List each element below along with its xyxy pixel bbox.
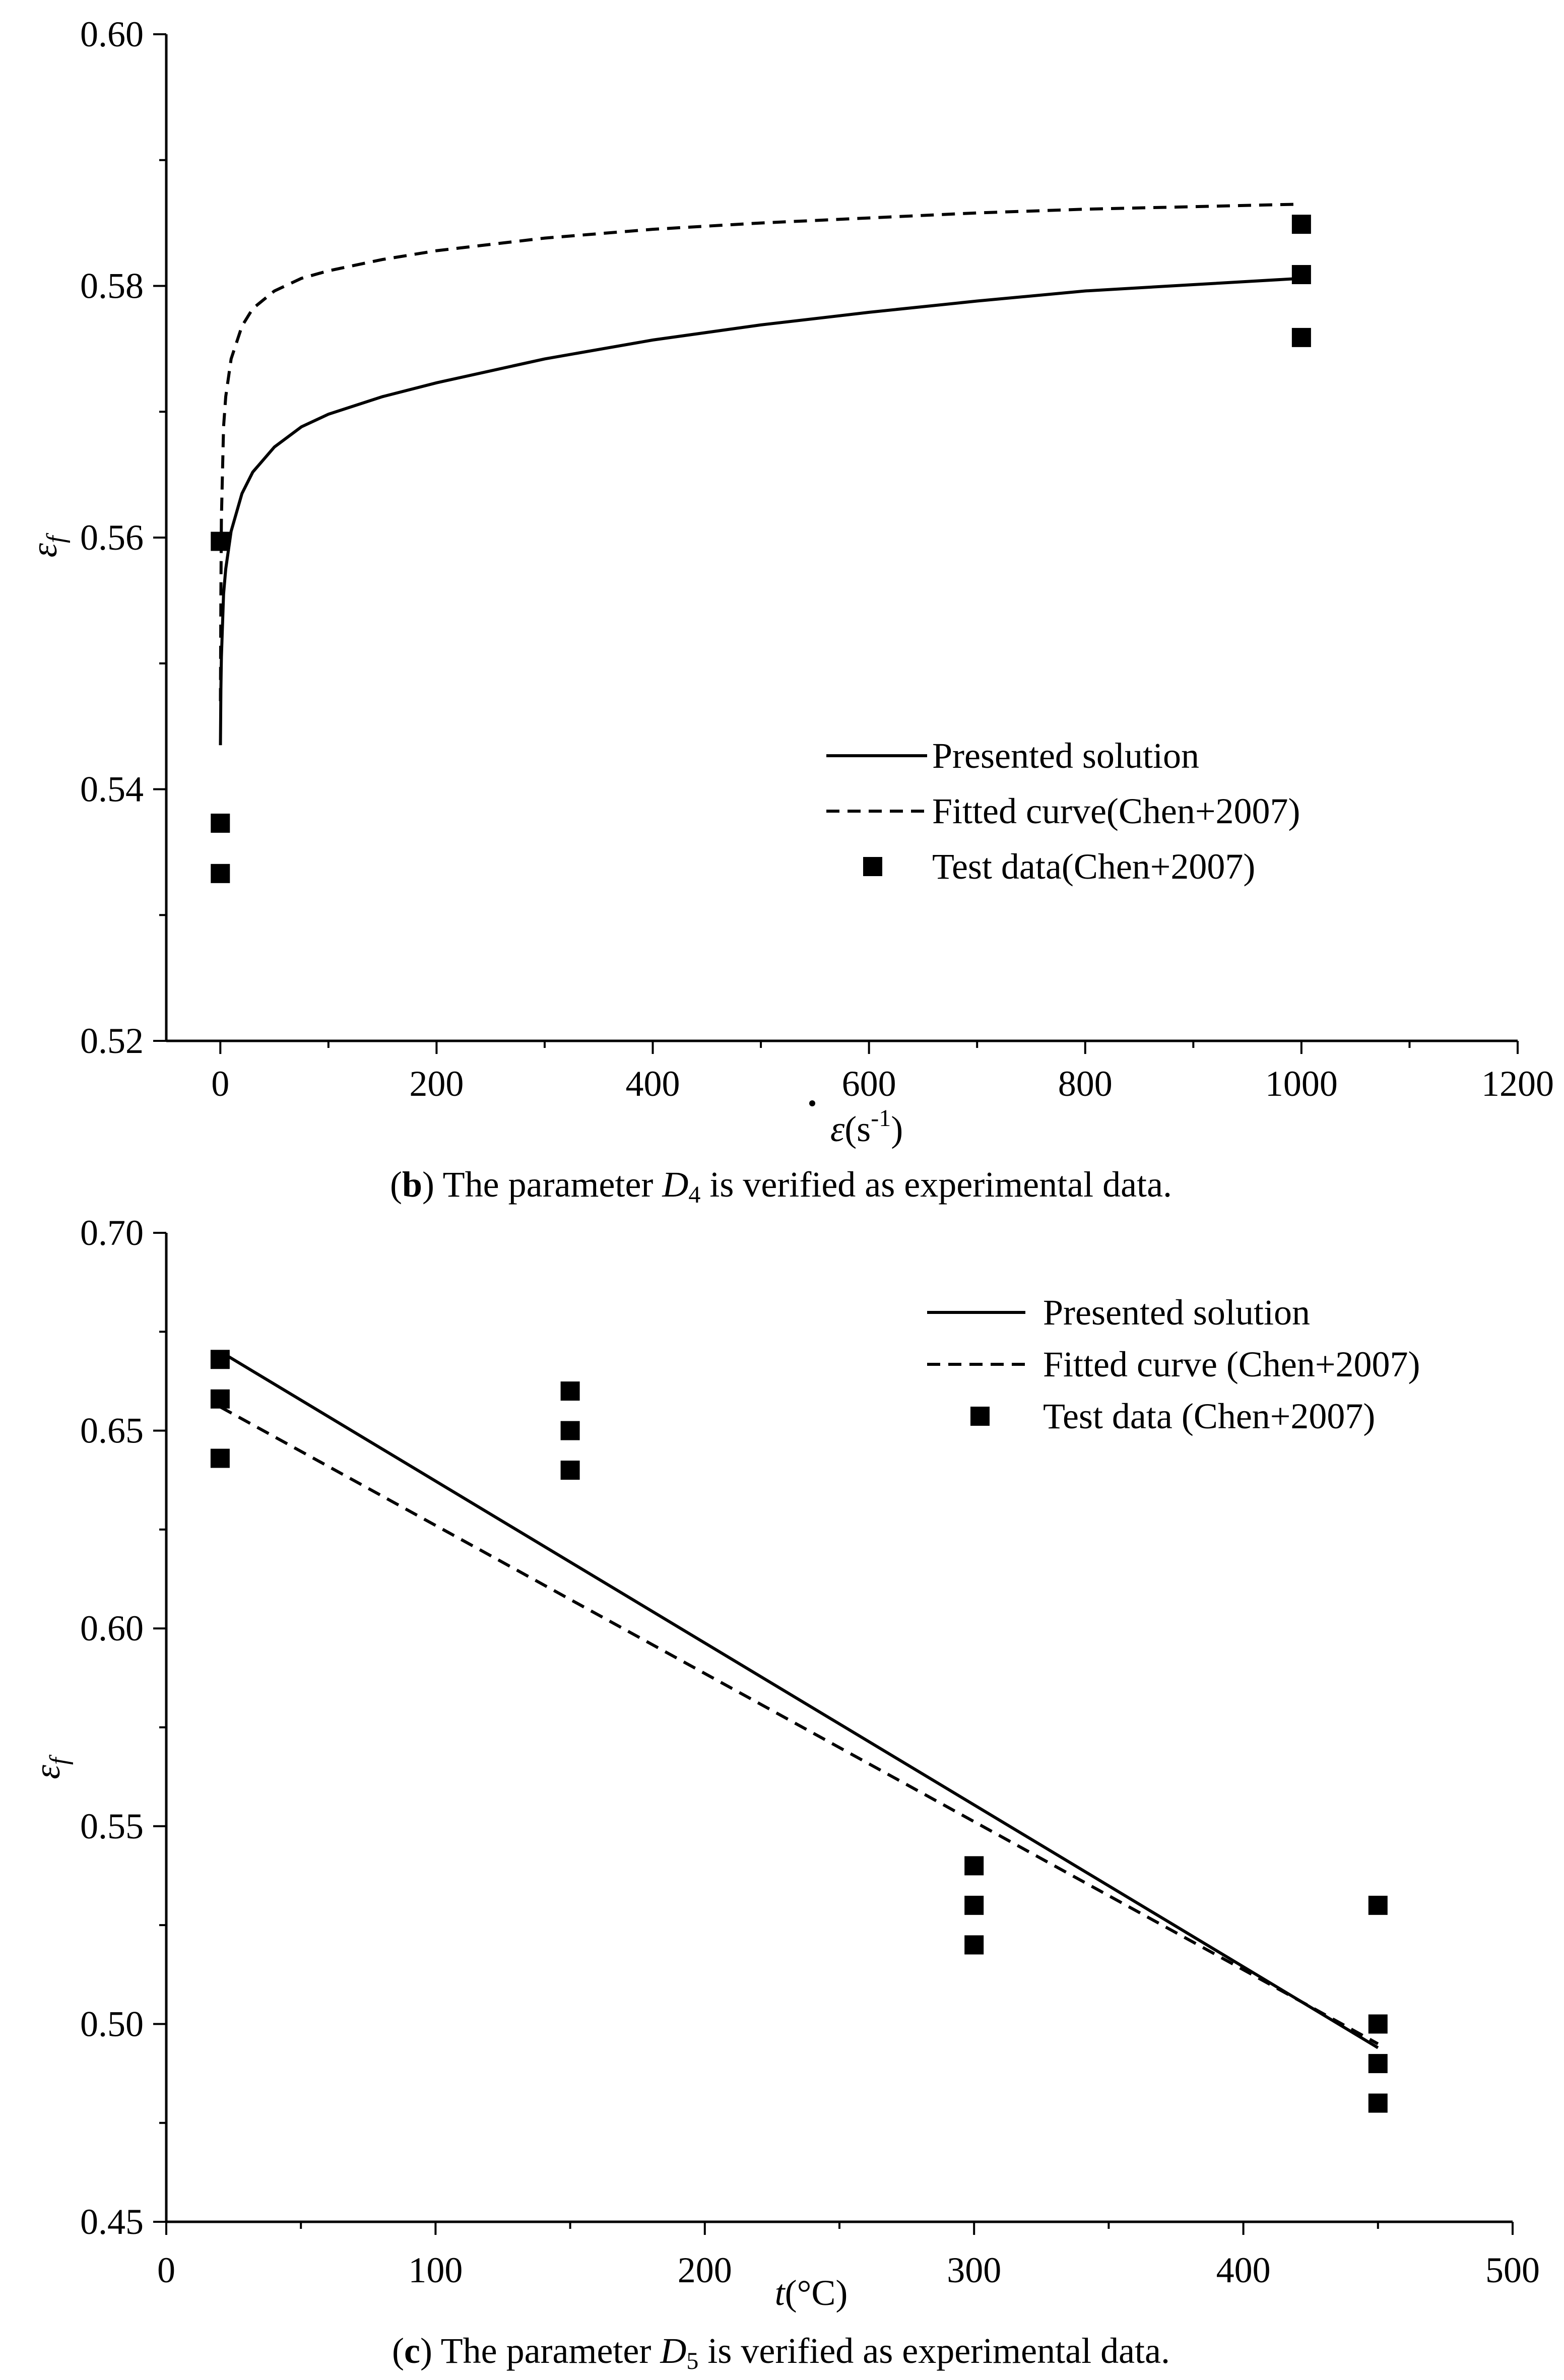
test-data-point xyxy=(964,1856,984,1876)
presented-solution-line xyxy=(219,1350,1379,2050)
fitted-curve-line xyxy=(219,1405,1379,2045)
y-tick-label: 0.55 xyxy=(80,1806,144,1846)
x-tick-label: 100 xyxy=(408,2250,463,2290)
legend-square-marker xyxy=(970,1407,990,1426)
test-data-point xyxy=(1368,1895,1388,1915)
y-tick-label: 0.60 xyxy=(80,1608,144,1648)
y-tick-label: 0.52 xyxy=(80,1021,144,1061)
caption-paren-close: ) xyxy=(422,1164,434,1205)
x-tick-label: 0 xyxy=(157,2250,175,2290)
figure-caption: (b) The parameter D4 is verified as expe… xyxy=(390,1164,1172,1208)
x-tick-label: 400 xyxy=(1216,2250,1271,2290)
legend-label: Fitted curve(Chen+2007) xyxy=(932,791,1300,831)
caption-paren-close: ) xyxy=(420,2331,432,2371)
caption-text: is verified as experimental data. xyxy=(698,2331,1170,2371)
fitted-curve-line xyxy=(219,203,1301,701)
legend: Presented solution Fitted curve (Chen+200… xyxy=(927,1292,1420,1436)
test-data-point xyxy=(211,813,230,833)
x-axis-unit-exponent: -1 xyxy=(871,1105,891,1132)
legend-label: Presented solution xyxy=(932,736,1199,776)
y-tick-label: 0.65 xyxy=(80,1411,144,1451)
caption-paren-open: ( xyxy=(390,1164,402,1205)
chart-panel-c: 0 100 200 300 400 500 0.45 0.50 0.55 0.60 0.65 0.70… xyxy=(27,1213,1540,2374)
y-tick-label: 0.58 xyxy=(80,266,144,306)
caption-letter: b xyxy=(402,1164,422,1205)
legend-label: Presented solution xyxy=(1043,1292,1310,1333)
test-data-point xyxy=(964,1895,984,1915)
x-tick-label: 500 xyxy=(1485,2250,1540,2290)
x-axis-unit: (°C) xyxy=(785,2273,848,2313)
legend-label: Test data (Chen+2007) xyxy=(1043,1396,1375,1436)
x-axis-unit: (s xyxy=(844,1109,871,1149)
caption-param: D xyxy=(662,1164,688,1205)
x-axis-title: ε(s-1) xyxy=(830,1105,903,1149)
caption-text: The parameter xyxy=(432,2331,660,2371)
y-tick-label: 0.70 xyxy=(80,1213,144,1253)
x-axis-symbol: ε xyxy=(830,1109,845,1149)
y-axis-symbol: ε xyxy=(24,543,64,557)
test-data-point xyxy=(211,532,230,551)
test-data-point xyxy=(211,864,230,883)
legend-label: Test data(Chen+2007) xyxy=(932,846,1255,887)
test-data-point xyxy=(1291,327,1311,347)
test-data-point xyxy=(560,1381,580,1401)
y-tick-label: 0.60 xyxy=(80,14,144,54)
test-data-point xyxy=(1368,2093,1388,2113)
caption-letter: c xyxy=(404,2331,420,2371)
x-tick-label: 800 xyxy=(1058,1064,1113,1104)
presented-solution-line xyxy=(219,277,1302,746)
caption-param: D xyxy=(660,2331,686,2371)
y-axis-subscript: f xyxy=(45,1754,74,1765)
test-data-point xyxy=(560,1461,580,1480)
test-data-point xyxy=(210,1448,230,1468)
y-axis-title: εf xyxy=(27,1754,74,1779)
caption-paren-open: ( xyxy=(392,2331,404,2371)
caption-text: is verified as experimental data. xyxy=(700,1164,1172,1205)
test-data-point xyxy=(560,1421,580,1440)
x-axis-title: t(°C) xyxy=(775,2273,848,2313)
derivative-dot-icon xyxy=(809,1100,815,1106)
x-axis-unit-close: ) xyxy=(891,1109,903,1149)
chart-panel-b: 0 200 400 600 800 1000 1200 0.52 0.54 0.56 0.58 0.6… xyxy=(24,14,1554,1208)
y-tick-label: 0.54 xyxy=(80,769,144,810)
test-data-point xyxy=(210,1389,230,1409)
test-data-point xyxy=(964,1935,984,1955)
x-tick-label: 1200 xyxy=(1481,1064,1554,1104)
x-tick-label: 200 xyxy=(678,2250,732,2290)
y-axis-symbol: ε xyxy=(27,1764,68,1779)
legend-square-marker xyxy=(863,857,882,876)
caption-param-subscript: 4 xyxy=(688,1181,700,1208)
figure-caption: (c) The parameter D5 is verified as expe… xyxy=(392,2331,1170,2374)
x-tick-label: 0 xyxy=(211,1064,229,1104)
test-data-point xyxy=(1368,2054,1388,2073)
caption-param-subscript: 5 xyxy=(686,2348,698,2374)
test-data-point xyxy=(1291,215,1311,234)
test-data-point xyxy=(210,1350,230,1369)
y-axis-title: εf xyxy=(24,533,71,557)
y-tick-label: 0.50 xyxy=(80,2004,144,2044)
x-tick-label: 300 xyxy=(947,2250,1001,2290)
x-tick-label: 400 xyxy=(626,1064,680,1104)
caption-text: The parameter xyxy=(434,1164,662,1205)
x-axis-symbol: t xyxy=(775,2273,786,2313)
x-tick-label: 600 xyxy=(842,1064,896,1104)
test-data-point xyxy=(1291,265,1311,285)
y-tick-label: 0.45 xyxy=(80,2202,144,2242)
test-data-point xyxy=(1368,2014,1388,2034)
x-tick-label: 1000 xyxy=(1265,1064,1338,1104)
legend: Presented solution Fitted curve(Chen+2007… xyxy=(826,736,1300,887)
legend-label: Fitted curve (Chen+2007) xyxy=(1043,1344,1420,1384)
x-tick-label: 200 xyxy=(409,1064,464,1104)
y-axis-subscript: f xyxy=(42,533,71,543)
y-tick-label: 0.56 xyxy=(80,517,144,558)
